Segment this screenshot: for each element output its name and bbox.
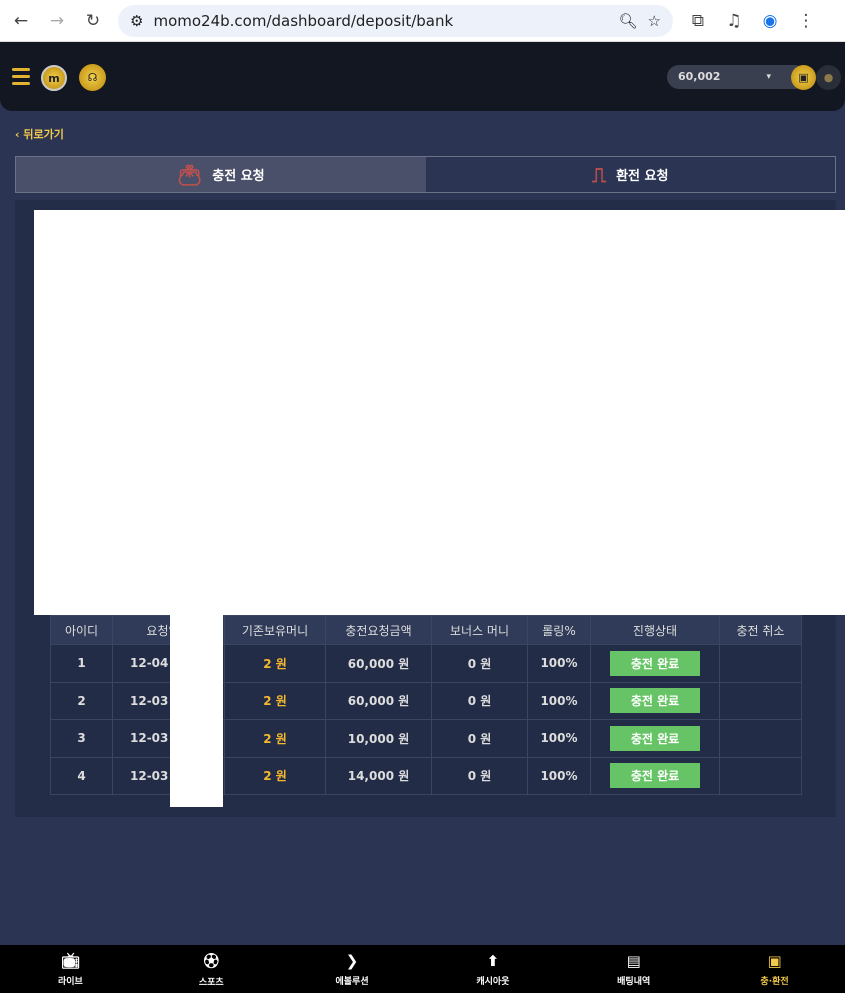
more-menu-icon[interactable]: ⋮ — [797, 10, 815, 31]
cell-status: 충전 완료 — [590, 719, 720, 758]
wallet-icon: 👛︎ — [176, 162, 203, 187]
forward-arrow-icon[interactable]: → — [49, 10, 65, 31]
cell-id: 1 — [50, 644, 113, 683]
cell-cancel — [719, 756, 802, 795]
cell-cancel — [719, 719, 802, 758]
bottom-nav: 📺︎ 라이브 ⚽︎ 스포츠 ❯ 에볼루션 ⬆ 캐시아웃 ▤ 배팅내역 ▣ 충·환전 — [0, 945, 845, 993]
star-icon[interactable]: ☆ — [647, 11, 661, 30]
cell-prev-money: 2 원 — [224, 644, 326, 683]
address-bar[interactable]: ⚙ momo24b.com/dashboard/deposit/bank 🔍︎ … — [118, 4, 673, 37]
document-icon: ▤ — [626, 951, 641, 970]
wallet-icon[interactable]: ▣ — [791, 65, 816, 90]
support-headset-icon[interactable]: ☊ — [79, 64, 106, 91]
chevron-down-icon: ▾ — [766, 72, 771, 82]
back-label: 뒤로가기 — [23, 128, 64, 141]
cell-prev-money: 2 원 — [224, 681, 326, 720]
profile-icon[interactable]: ◉ — [762, 10, 778, 31]
cell-amount: 60,000 원 — [325, 681, 432, 720]
extensions-icon[interactable]: ⧉ — [691, 10, 705, 31]
cell-bonus: 0 원 — [431, 756, 528, 795]
col-header: 롤링% — [527, 615, 591, 645]
cell-rolling: 100% — [527, 644, 591, 683]
live-tv-icon: 📺︎ — [60, 951, 80, 970]
wallet-exchange-icon: ▣ — [767, 951, 782, 970]
cell-id: 3 — [50, 719, 113, 758]
table-row: 3 12-03 2 원 10,000 원 0 원 100% 충전 완료 — [50, 719, 802, 758]
col-header: 충전 취소 — [719, 615, 802, 645]
nav-label: 라이브 — [57, 976, 83, 987]
col-header: 보너스 머니 — [431, 615, 528, 645]
tab-withdraw-request[interactable]: ⎍ 환전 요청 — [426, 157, 836, 192]
col-header: 기존보유머니 — [224, 615, 326, 645]
site-settings-icon[interactable]: ⚙ — [130, 11, 144, 30]
table-row: 1 12-04 2 원 60,000 원 0 원 100% 충전 완료 — [50, 644, 802, 683]
cell-bonus: 0 원 — [431, 644, 528, 683]
atm-cash-icon: ⎍ — [592, 162, 607, 187]
evolution-icon: ❯ — [345, 951, 359, 970]
table-row: 4 12-03 2 원 14,000 원 0 원 100% 충전 완료 — [50, 756, 802, 795]
cell-status: 충전 완료 — [590, 644, 720, 683]
cell-cancel — [719, 644, 802, 683]
bottom-nav-item[interactable]: ▤ 배팅내역 — [563, 945, 704, 993]
cell-rolling: 100% — [527, 756, 591, 795]
media-icon[interactable]: ♫ — [726, 10, 742, 31]
nav-label: 스포츠 — [198, 978, 224, 988]
cell-status: 충전 완료 — [590, 756, 720, 795]
site-header: m ☊ 60,002 ▾ ▣ ● — [0, 42, 845, 111]
bottom-nav-item[interactable]: 📺︎ 라이브 — [0, 945, 141, 993]
cell-amount: 14,000 원 — [325, 756, 432, 795]
soccer-ball-icon: ⚽︎ — [203, 952, 219, 970]
nav-label: 캐시아웃 — [476, 976, 510, 987]
redacted-area — [170, 615, 223, 807]
tab-label: 환전 요청 — [616, 169, 669, 184]
col-header: 아이디 — [50, 615, 113, 645]
tab-deposit-request[interactable]: 👛︎ 충전 요청 — [16, 157, 426, 192]
avatar[interactable]: ● — [816, 65, 841, 90]
balance-amount: 60,002 — [678, 70, 721, 83]
bottom-nav-item[interactable]: ⚽︎ 스포츠 — [141, 945, 282, 993]
browser-toolbar: ← → ↻ ⚙ momo24b.com/dashboard/deposit/ba… — [0, 0, 845, 42]
cell-bonus: 0 원 — [431, 681, 528, 720]
cell-amount: 10,000 원 — [325, 719, 432, 758]
status-badge: 충전 완료 — [610, 725, 700, 751]
cell-cancel — [719, 681, 802, 720]
zoom-icon[interactable]: 🔍︎ — [618, 11, 638, 30]
status-badge: 충전 완료 — [610, 763, 700, 789]
hamburger-menu-icon[interactable] — [12, 68, 30, 89]
redacted-area — [34, 210, 845, 615]
col-header: 충전요청금액 — [325, 615, 432, 645]
reload-icon[interactable]: ↻ — [85, 10, 101, 31]
bottom-nav-item[interactable]: ⬆ 캐시아웃 — [422, 945, 563, 993]
deposit-history-table: 아이디 요청일시 기존보유머니 충전요청금액 보너스 머니 롤링% 진행상태 충… — [50, 615, 802, 795]
tab-label: 충전 요청 — [212, 169, 265, 184]
site-logo[interactable]: m — [41, 65, 67, 91]
logo-letter: m — [48, 71, 60, 85]
cell-bonus: 0 원 — [431, 719, 528, 758]
status-badge: 충전 완료 — [610, 688, 700, 714]
table-row: 2 12-03 2 원 60,000 원 0 원 100% 충전 완료 — [50, 681, 802, 720]
cell-rolling: 100% — [527, 719, 591, 758]
cell-id: 2 — [50, 681, 113, 720]
url-text: momo24b.com/dashboard/deposit/bank — [153, 11, 454, 30]
cell-prev-money: 2 원 — [224, 719, 326, 758]
back-arrow-icon[interactable]: ← — [13, 10, 29, 31]
cashout-icon: ⬆ — [486, 951, 500, 970]
cell-amount: 60,000 원 — [325, 644, 432, 683]
cell-id: 4 — [50, 756, 113, 795]
balance-dropdown[interactable]: 60,002 ▾ — [667, 65, 807, 89]
bottom-nav-item[interactable]: ❯ 에볼루션 — [282, 945, 423, 993]
cell-prev-money: 2 원 — [224, 756, 326, 795]
cell-status: 충전 완료 — [590, 681, 720, 720]
nav-label: 배팅내역 — [617, 976, 651, 987]
col-header: 진행상태 — [590, 615, 720, 645]
nav-label: 에볼루션 — [335, 976, 369, 987]
tab-bar: 👛︎ 충전 요청 ⎍ 환전 요청 — [15, 156, 836, 193]
status-badge: 충전 완료 — [610, 650, 700, 676]
bottom-nav-item[interactable]: ▣ 충·환전 — [704, 945, 845, 993]
cell-rolling: 100% — [527, 681, 591, 720]
back-link[interactable]: ‹ 뒤로가기 — [15, 128, 64, 141]
nav-label: 충·환전 — [760, 976, 789, 987]
